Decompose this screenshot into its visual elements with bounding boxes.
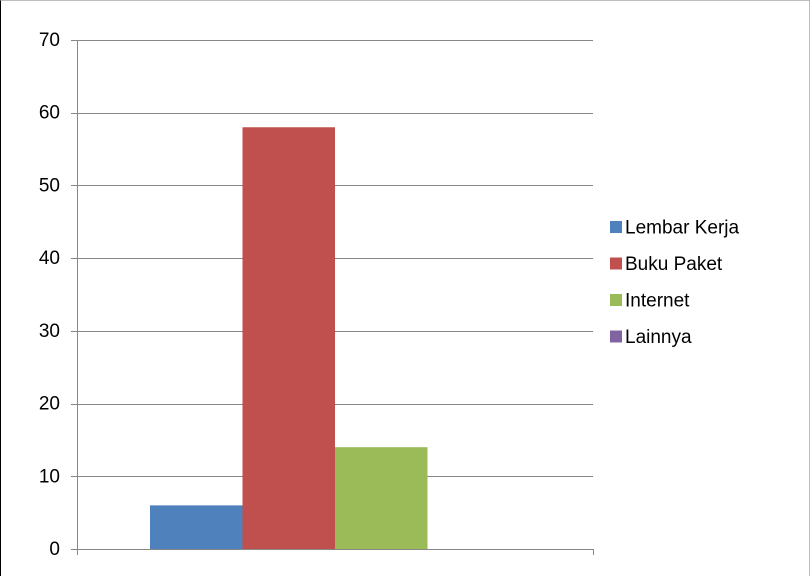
bar-buku-paket [242,127,335,549]
bar-lembar-kerja [150,505,243,549]
legend-label-lainnya: Lainnya [625,327,692,348]
y-tick-label-40: 40 [39,248,60,269]
legend-label-buku-paket: Buku Paket [625,254,723,275]
bar-internet [335,447,428,549]
y-tick-label-50: 50 [39,175,60,196]
legend-swatch-internet [610,294,622,306]
y-tick-label-20: 20 [39,394,60,415]
bars [150,127,428,549]
y-tick-label-0: 0 [49,539,60,560]
y-tick-label-70: 70 [39,30,60,51]
legend-label-internet: Internet [625,291,690,312]
y-tick-label-30: 30 [39,321,60,342]
y-tick-labels: 0 10 20 30 40 50 60 70 [39,30,60,560]
legend: Lembar Kerja Buku Paket Internet Lainnya [610,218,739,348]
legend-swatch-lembar-kerja [610,221,622,233]
axes [71,40,594,555]
legend-swatch-lainnya [610,330,622,343]
legend-label-lembar-kerja: Lembar Kerja [625,218,739,239]
y-tick-label-10: 10 [39,466,60,487]
legend-swatch-buku-paket [610,257,622,270]
y-tick-label-60: 60 [39,103,60,124]
